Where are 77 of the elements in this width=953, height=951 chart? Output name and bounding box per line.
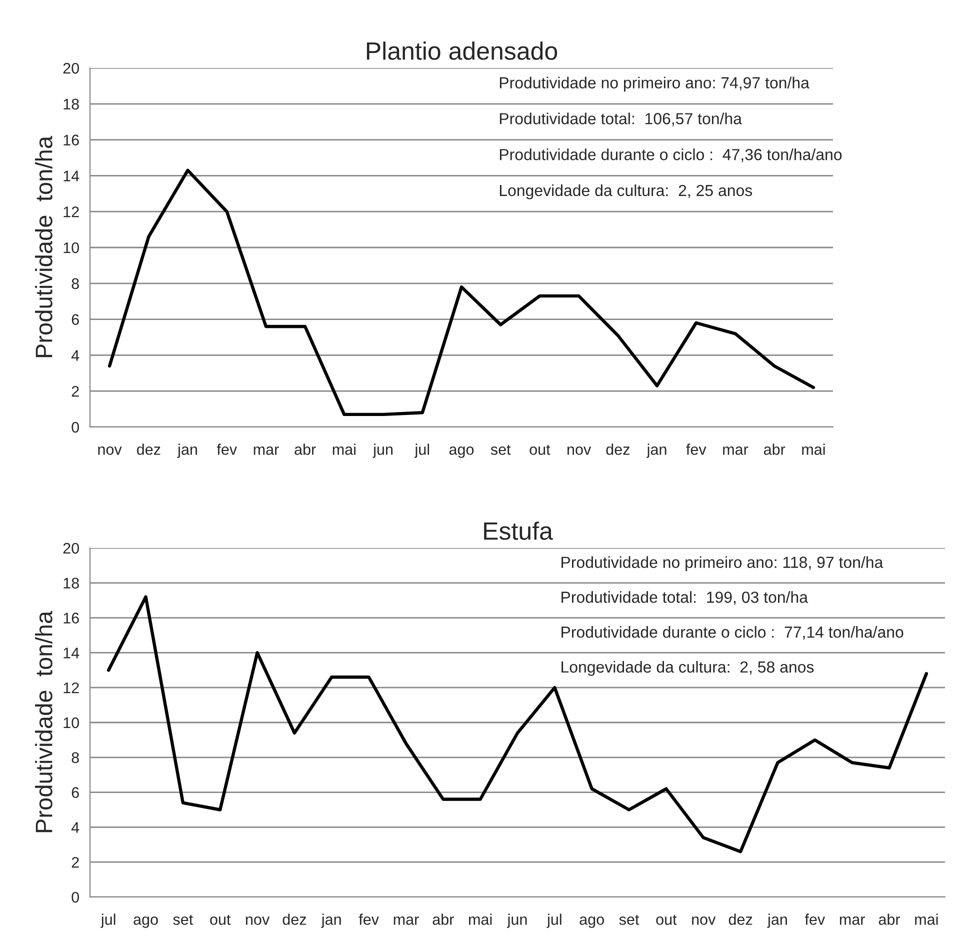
x-tick-label: nov [568,446,592,455]
x-tick-label: out [210,914,231,925]
x-tick-label: jan [767,914,787,928]
y-tick-label: 6 [72,314,79,325]
annotation: Longevidade da cultura: 2, 25 anos [500,184,752,200]
y-tick-label: 0 [72,422,79,433]
x-tick-label: dez [136,444,160,455]
y-axis-title: Produtividade ton/ha [35,610,52,832]
x-tick-label: ago [134,916,158,928]
annotation: Longevidade da cultura: 2, 58 anos [562,660,814,676]
x-tick-label: out [656,914,677,925]
x-tick-label: fev [216,444,238,455]
y-tick-label: 20 [63,62,79,74]
y-tick-label: 12 [64,682,79,694]
x-tick-label: mar [840,916,865,925]
y-tick-label: 12 [64,206,79,218]
x-tick-label: abr [294,444,316,455]
x-tick-label: dez [728,914,752,925]
chart-title: Plantio adensado [366,42,558,60]
x-tick-label: mar [254,446,279,455]
annotation: Produtividade no primeiro ano: 118, 97 ton/ha [562,556,884,572]
x-tick-label: mar [723,446,748,455]
y-tick-label: 20 [63,542,79,554]
x-tick-label: set [173,914,194,925]
x-tick-label: nov [246,916,270,925]
annotation: Produtividade total: 106,57 ton/ha [500,112,742,126]
x-tick-label: mai [915,914,938,925]
x-tick-label: jan [646,444,666,458]
x-tick-label: dez [606,444,630,455]
x-tick-label: set [619,914,640,925]
x-tick-label: abr [878,914,900,925]
y-tick-label: 18 [64,98,79,110]
x-tick-label: ago [580,916,604,928]
y-tick-label: 8 [72,752,79,764]
x-tick-label: jul [546,914,562,928]
y-tick-label: 2 [72,856,79,868]
annotation: Produtividade durante o ciclo : 77,14 ton/ha/ano [562,626,904,640]
y-tick-label: 10 [64,717,79,728]
x-tick-label: nov [692,916,716,925]
annotation: Produtividade total: 199, 03 ton/ha [562,591,808,605]
annotation: Produtividade durante o ciclo : 47,36 ton/ha/ano [500,148,842,162]
y-tick-label: 14 [64,170,80,182]
x-tick-label: fev [804,914,826,925]
x-tick-label: dez [282,914,306,925]
y-tick-label: 10 [64,242,79,254]
x-tick-label: mar [394,916,419,925]
x-tick-label: mai [469,914,492,925]
x-tick-label: out [530,444,550,455]
x-tick-label: jan [321,914,341,928]
x-tick-label: mai [332,444,356,455]
x-tick-label: jul [414,444,430,458]
x-tick-label: ago [449,446,474,458]
x-tick-label: fev [358,914,379,925]
y-tick-label: 0 [72,892,79,903]
x-tick-label: jul [100,914,116,928]
x-tick-label: set [490,444,511,455]
y-tick-label: 14 [64,648,80,658]
x-tick-label: mai [802,444,825,455]
x-tick-label: jan [177,444,197,458]
y-axis-title: Produtividade ton/ha [35,136,52,358]
chart-title: Estufa [484,522,553,540]
x-tick-label: abr [764,444,786,455]
y-tick-label: 4 [71,350,80,361]
y-tick-label: 18 [64,578,79,589]
x-tick-label: fev [686,444,706,455]
y-tick-label: 8 [72,278,79,290]
x-tick-label: nov [98,446,122,455]
y-tick-label: 2 [72,386,79,397]
y-tick-label: 4 [71,822,80,833]
x-tick-label: jun [506,914,527,928]
x-tick-label: jun [372,444,392,458]
y-tick-label: 16 [64,134,79,146]
x-tick-label: abr [432,914,454,925]
y-tick-label: 16 [64,612,79,624]
y-tick-label: 6 [72,787,79,798]
line-series [108,168,816,416]
annotation: Produtividade no primeiro ano: 74,97 ton/ha [500,76,810,92]
